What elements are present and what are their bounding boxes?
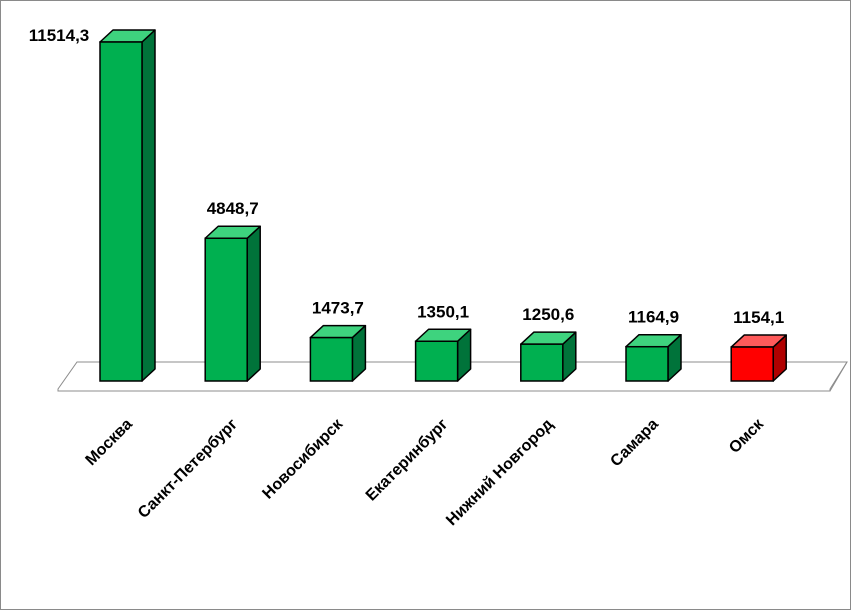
value-label: 1473,7 — [312, 299, 364, 318]
category-label: Екатеринбург — [363, 416, 452, 505]
value-label: 1164,9 — [628, 308, 679, 327]
value-labels-group: 11514,3 4848,7 1473,7 1350,1 1250,6 1164,9 115… — [29, 26, 784, 327]
value-label: 1154,1 — [733, 308, 784, 327]
bars-group — [99, 29, 787, 382]
bar-7 — [730, 334, 787, 382]
floor-edge — [58, 361, 848, 392]
bar-4 — [414, 328, 472, 382]
value-label: 4848,7 — [207, 199, 259, 218]
bar-front-face — [730, 346, 774, 382]
bar-3 — [309, 324, 367, 382]
value-label: 1350,1 — [417, 302, 469, 321]
bar-front-face — [309, 336, 354, 382]
bar-side-face — [246, 225, 261, 382]
value-label: 1250,6 — [522, 305, 574, 324]
category-label: Омск — [726, 415, 768, 457]
bar-front-face — [204, 237, 248, 382]
bar-5 — [520, 331, 577, 382]
value-label: 11514,3 — [29, 26, 90, 45]
bar-2 — [204, 225, 261, 382]
bar-6 — [625, 333, 682, 382]
bar-side-face — [141, 29, 156, 382]
bar-front-face — [625, 345, 669, 382]
category-labels-group: Москва Санкт-Петербург Новосибирск Екатерин… — [83, 415, 768, 529]
bar-1 — [99, 29, 156, 382]
bar-front-face — [520, 343, 564, 382]
bar-front-face — [99, 41, 143, 382]
category-label: Москва — [83, 416, 136, 469]
bar-front-face — [414, 340, 459, 382]
category-label: Санкт-Петербург — [135, 416, 241, 522]
category-label: Новосибирск — [259, 415, 346, 502]
category-label: Самара — [607, 416, 661, 470]
category-label: Нижний Новгород — [443, 416, 556, 529]
